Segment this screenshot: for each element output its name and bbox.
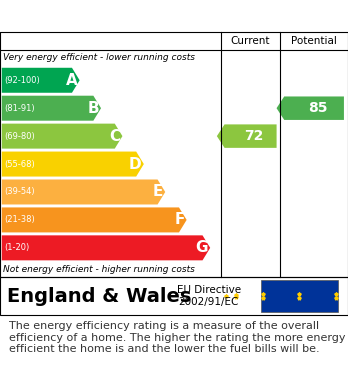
- Text: EU Directive
2002/91/EC: EU Directive 2002/91/EC: [177, 285, 241, 307]
- Polygon shape: [277, 97, 344, 120]
- Text: A: A: [66, 73, 78, 88]
- Text: (21-38): (21-38): [4, 215, 35, 224]
- Text: F: F: [174, 212, 184, 228]
- Bar: [261, 280, 338, 312]
- Polygon shape: [2, 235, 210, 260]
- Polygon shape: [2, 152, 144, 177]
- Text: Current: Current: [231, 36, 270, 46]
- Text: (55-68): (55-68): [4, 160, 35, 169]
- Text: D: D: [129, 156, 142, 172]
- Text: (92-100): (92-100): [4, 76, 40, 85]
- Text: B: B: [87, 101, 99, 116]
- Text: The energy efficiency rating is a measure of the overall efficiency of a home. T: The energy efficiency rating is a measur…: [9, 321, 345, 354]
- Polygon shape: [2, 207, 187, 232]
- Bar: [0, 32, 348, 50]
- Text: Energy Efficiency Rating: Energy Efficiency Rating: [10, 7, 239, 25]
- Text: 72: 72: [244, 129, 264, 143]
- Text: England & Wales: England & Wales: [7, 287, 191, 305]
- Text: (81-91): (81-91): [4, 104, 35, 113]
- Text: E: E: [153, 185, 163, 199]
- Text: G: G: [196, 240, 208, 255]
- Polygon shape: [217, 124, 277, 148]
- Polygon shape: [2, 179, 165, 204]
- Text: (69-80): (69-80): [4, 132, 35, 141]
- Polygon shape: [2, 96, 101, 121]
- Text: C: C: [109, 129, 120, 143]
- Polygon shape: [2, 124, 122, 149]
- Polygon shape: [2, 68, 80, 93]
- Text: (39-54): (39-54): [4, 188, 35, 197]
- Text: Potential: Potential: [291, 36, 337, 46]
- Text: Not energy efficient - higher running costs: Not energy efficient - higher running co…: [3, 265, 195, 274]
- Text: Very energy efficient - lower running costs: Very energy efficient - lower running co…: [3, 54, 196, 63]
- Text: 85: 85: [308, 101, 327, 115]
- Text: (1-20): (1-20): [4, 243, 30, 252]
